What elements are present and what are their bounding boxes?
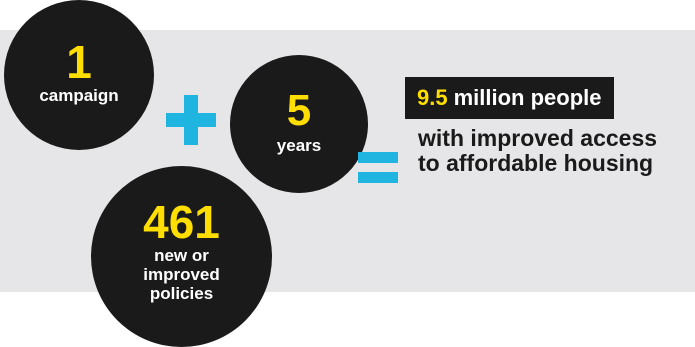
policies-circle: 461 new or improved policies [91,166,272,347]
equals-icon [358,152,398,184]
campaign-number: 1 [66,36,92,89]
campaign-label: campaign [39,86,119,106]
result-headline-text: million people [453,85,602,110]
years-label: years [276,136,322,156]
policies-number: 461 [143,196,220,249]
campaign-circle: 1 campaign [4,0,154,150]
plus-icon [166,95,216,145]
result-description: with improved access to affordable housi… [418,125,658,176]
policies-label: new or improved policies [143,246,220,303]
result-highlight-number: 9.5 [417,85,448,110]
years-circle: 5 years [230,55,368,193]
years-number: 5 [286,86,312,136]
result-headline: 9.5 million people [405,77,614,119]
